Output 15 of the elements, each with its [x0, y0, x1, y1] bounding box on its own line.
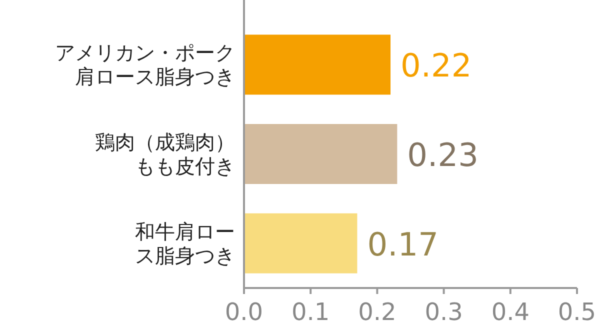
- data-label: 0.23: [407, 136, 478, 174]
- bar: [244, 213, 358, 274]
- y-tick-label: 和牛肩ロース脂身つき: [135, 219, 235, 268]
- x-tick-label: 0.1: [292, 298, 330, 326]
- x-tick-label: 0.4: [491, 298, 530, 326]
- data-label: 0.17: [367, 225, 438, 264]
- y-tick-label: アメリカン・ポーク肩ロース脂身つき: [55, 40, 235, 89]
- x-tick-label: 0.3: [424, 298, 463, 326]
- x-tick-label: 0.5: [558, 298, 596, 326]
- bar: [244, 124, 398, 184]
- bar: [244, 34, 391, 95]
- x-tick-label: 0.0: [224, 298, 264, 326]
- x-tick-label: 0.2: [358, 298, 396, 326]
- data-label: 0.22: [400, 46, 472, 85]
- y-tick-label: 鶏肉（成鶏肉）もも皮付き: [95, 130, 235, 178]
